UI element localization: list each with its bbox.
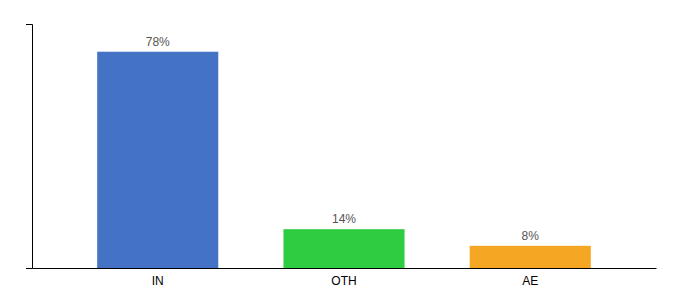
x-tick: AE xyxy=(522,274,538,288)
bars xyxy=(97,52,591,268)
plot: IN OTH AE 78% 14% 8% xyxy=(26,25,657,288)
x-tick-label: IN xyxy=(152,274,164,288)
x-tick-label: AE xyxy=(522,274,538,288)
x-axis-line xyxy=(33,268,657,269)
data-label: 78% xyxy=(146,35,170,49)
y-axis-line xyxy=(26,25,33,269)
data-labels: 78% 14% 8% xyxy=(146,35,540,243)
x-tick: OTH xyxy=(331,274,356,288)
bar xyxy=(283,229,404,268)
data-label: 14% xyxy=(332,212,356,226)
bar xyxy=(470,246,591,268)
x-tick-label: OTH xyxy=(331,274,356,288)
y-axis xyxy=(26,25,33,269)
bar xyxy=(97,52,218,268)
x-axis: IN OTH AE xyxy=(33,269,657,288)
data-label: 8% xyxy=(522,229,540,243)
x-tick: IN xyxy=(152,274,164,288)
chart: IN OTH AE 78% 14% 8% xyxy=(0,0,680,300)
